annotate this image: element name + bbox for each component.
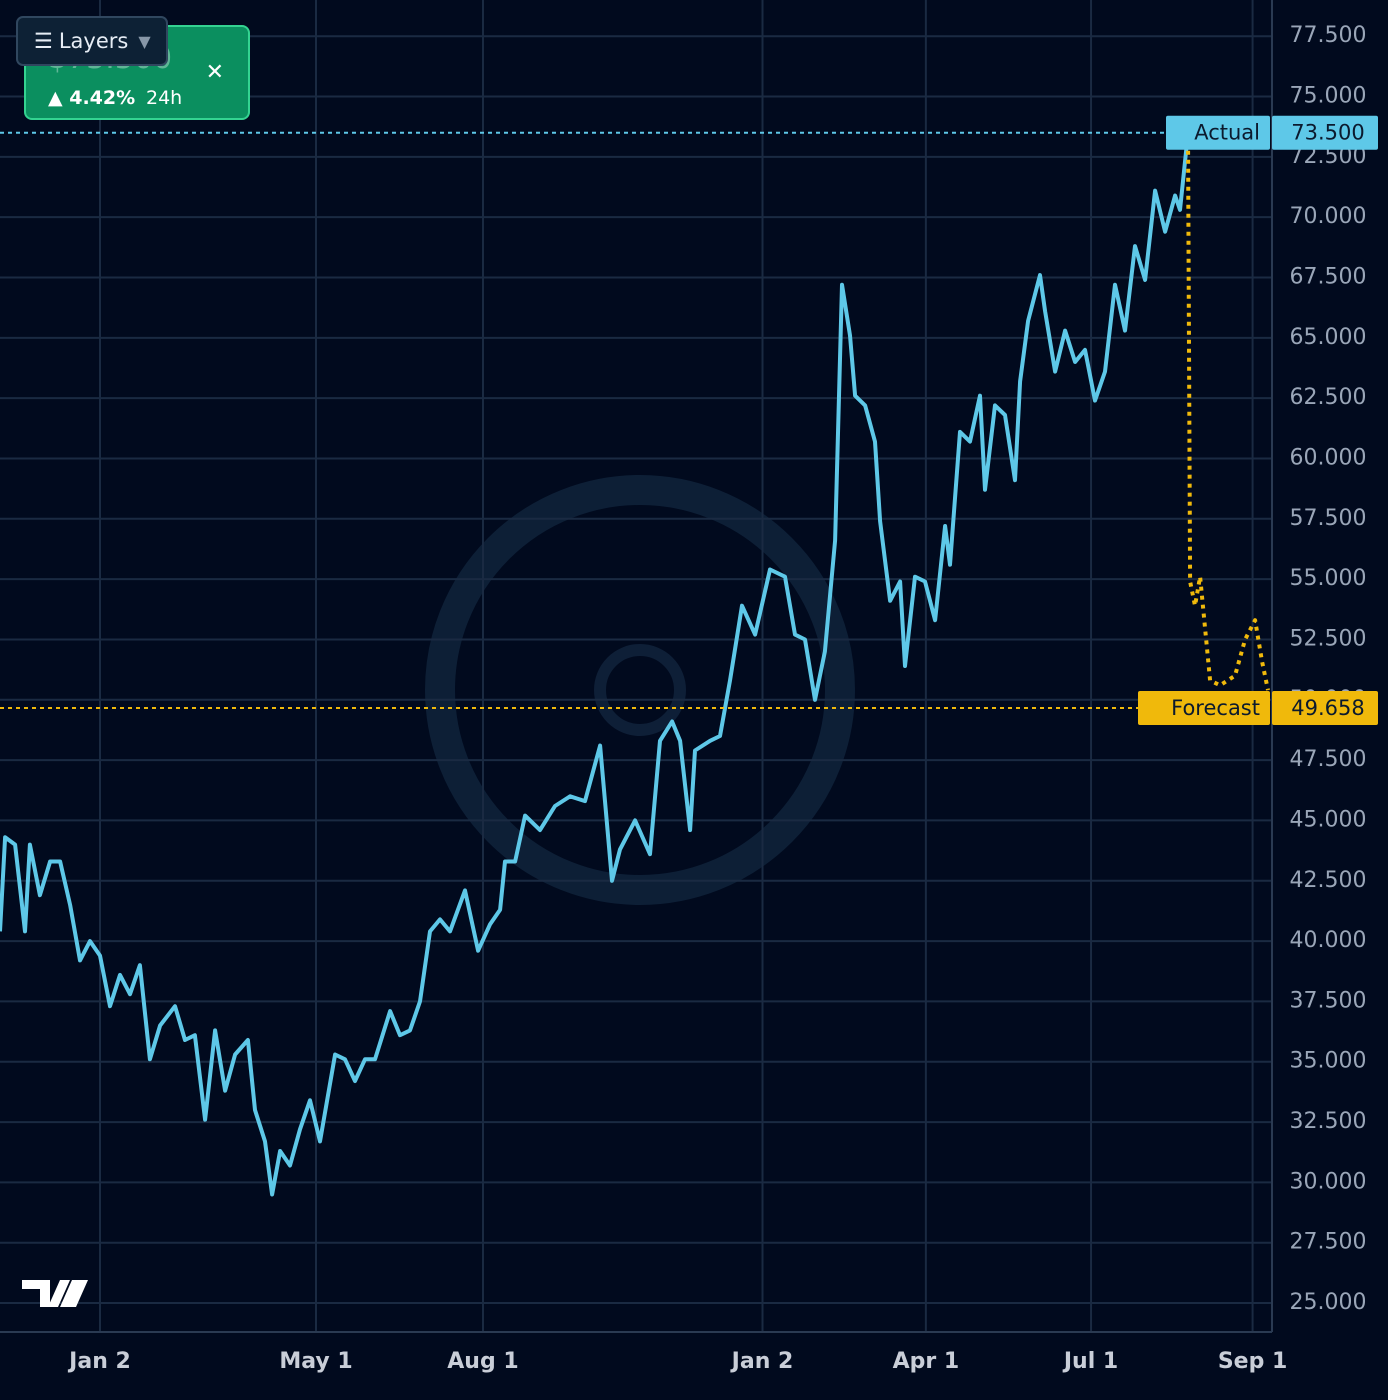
y-tick-label: 25.000	[1290, 1290, 1367, 1315]
x-tick-label: Jan 2	[67, 1349, 131, 1374]
y-tick-label: 75.000	[1290, 84, 1367, 109]
y-tick-label: 70.000	[1290, 204, 1367, 229]
y-tick-label: 32.500	[1290, 1109, 1367, 1134]
legend-label: Forecast	[1171, 696, 1260, 720]
y-tick-label: 67.500	[1290, 265, 1367, 290]
y-tick-label: 62.500	[1290, 385, 1367, 410]
price-label: 73.500	[1291, 121, 1364, 145]
y-tick-label: 42.500	[1290, 868, 1367, 893]
change: ▲ 4.42%	[48, 87, 136, 109]
y-tick-label: 45.000	[1290, 807, 1367, 832]
layers-button[interactable]: ☰ Layers ▼	[16, 16, 168, 66]
legend-label: Actual	[1194, 121, 1260, 145]
x-tick-label: Sep 1	[1218, 1349, 1287, 1374]
x-tick-label: May 1	[279, 1349, 352, 1374]
y-tick-label: 55.000	[1290, 566, 1367, 591]
x-tick-label: Jul 1	[1062, 1349, 1118, 1374]
y-tick-label: 47.500	[1290, 747, 1367, 772]
price-tag	[1272, 115, 1378, 150]
x-tick-label: Aug 1	[447, 1349, 518, 1374]
period: 24h	[146, 87, 183, 109]
y-tick-label: 65.000	[1290, 325, 1367, 350]
y-tick-label: 30.000	[1290, 1169, 1367, 1194]
legend-box	[1166, 115, 1270, 150]
x-tick-label: Jan 2	[730, 1349, 794, 1374]
y-tick-label: 57.500	[1290, 506, 1367, 531]
y-tick-label: 60.000	[1290, 445, 1367, 470]
y-tick-label: 77.500	[1290, 23, 1367, 48]
y-tick-label: 27.500	[1290, 1230, 1367, 1255]
watermark	[425, 475, 855, 905]
logo	[22, 1280, 88, 1307]
change-value: 4.42%	[69, 87, 136, 109]
series-line	[0, 132, 1190, 1197]
y-tick-label: 40.000	[1290, 928, 1367, 953]
price-tag	[1272, 691, 1378, 726]
x-tick-label: Apr 1	[893, 1349, 960, 1374]
close-button[interactable]: ✕	[205, 60, 224, 85]
legend-box	[1138, 691, 1270, 726]
price-label: 49.658	[1291, 696, 1364, 720]
y-tick-label: 52.500	[1290, 626, 1367, 651]
y-tick-label: 37.500	[1290, 988, 1367, 1013]
y-tick-label: 35.000	[1290, 1049, 1367, 1074]
layers-label: Layers	[58, 29, 129, 53]
